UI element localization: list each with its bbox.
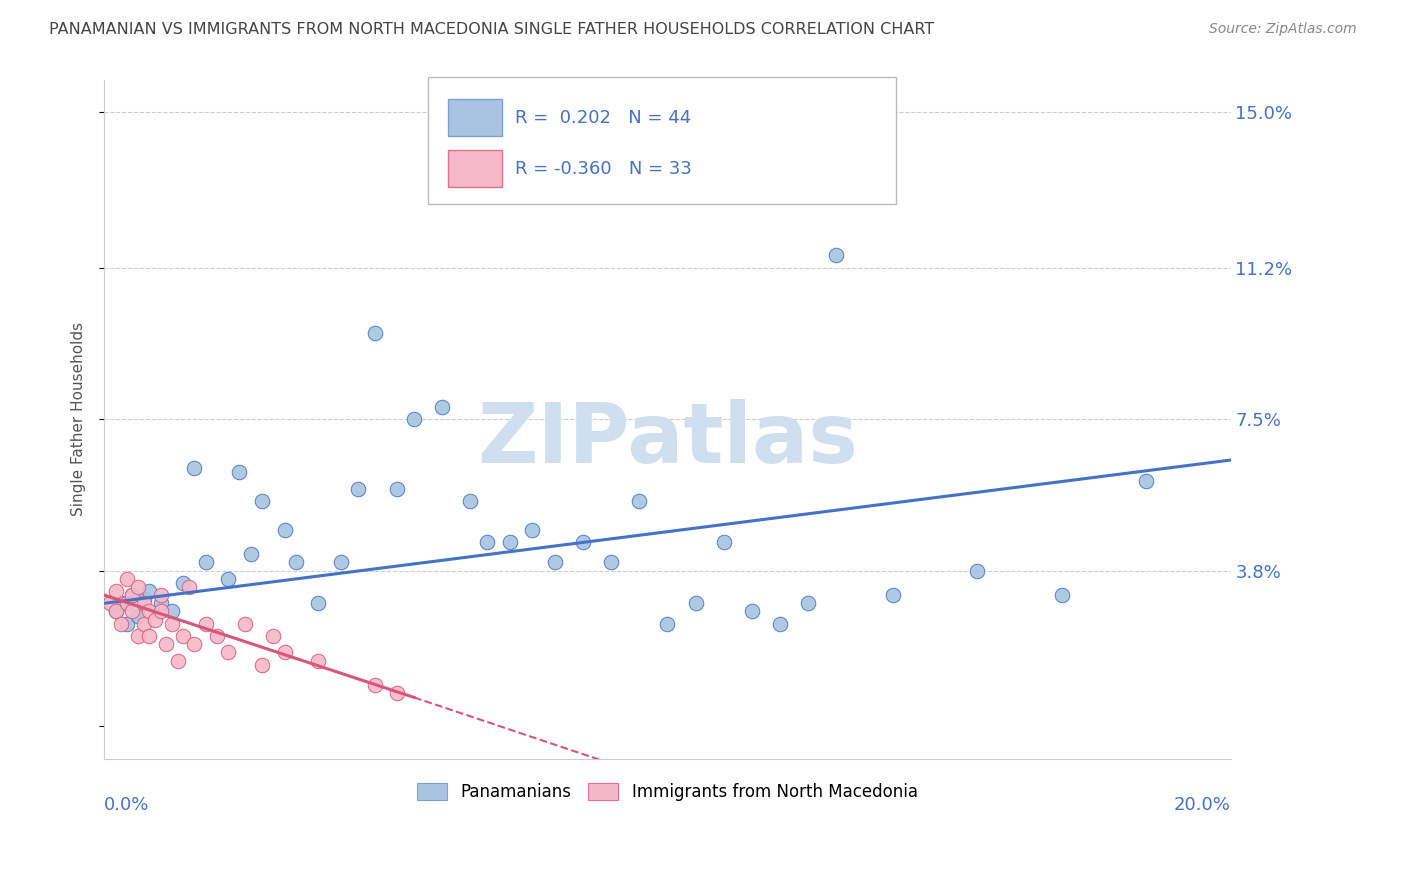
Point — [121, 588, 143, 602]
Point — [307, 596, 329, 610]
Point — [121, 588, 143, 602]
Point — [149, 588, 172, 602]
Point — [160, 605, 183, 619]
Text: ZIPatlas: ZIPatlas — [477, 399, 858, 480]
Legend: Panamanians, Immigrants from North Macedonia: Panamanians, Immigrants from North Maced… — [418, 783, 918, 801]
Point — [657, 616, 679, 631]
Point — [166, 654, 188, 668]
Point — [769, 616, 792, 631]
Point — [522, 523, 544, 537]
Text: 20.0%: 20.0% — [1174, 797, 1230, 814]
Point — [1050, 588, 1073, 602]
Point — [115, 616, 138, 631]
Point — [797, 596, 820, 610]
Point — [628, 494, 651, 508]
Point — [98, 596, 121, 610]
Text: PANAMANIAN VS IMMIGRANTS FROM NORTH MACEDONIA SINGLE FATHER HOUSEHOLDS CORRELATI: PANAMANIAN VS IMMIGRANTS FROM NORTH MACE… — [49, 22, 935, 37]
Point — [104, 605, 127, 619]
Point — [115, 572, 138, 586]
Point — [172, 575, 194, 590]
Point — [262, 629, 284, 643]
Point — [160, 616, 183, 631]
Point — [104, 605, 127, 619]
Point — [284, 555, 307, 569]
Point — [499, 535, 522, 549]
Text: R =  0.202   N = 44: R = 0.202 N = 44 — [516, 109, 692, 127]
Point — [544, 555, 567, 569]
Point — [825, 248, 848, 262]
Point — [713, 535, 735, 549]
Point — [104, 584, 127, 599]
FancyBboxPatch shape — [449, 99, 502, 136]
Point — [385, 482, 408, 496]
Point — [685, 596, 707, 610]
Point — [194, 555, 217, 569]
Point — [477, 535, 499, 549]
FancyBboxPatch shape — [449, 150, 502, 187]
Point — [110, 596, 132, 610]
Point — [273, 645, 295, 659]
Point — [329, 555, 352, 569]
Point — [600, 555, 623, 569]
Point — [132, 596, 155, 610]
Text: R = -0.360   N = 33: R = -0.360 N = 33 — [516, 160, 692, 178]
Point — [228, 466, 250, 480]
Point — [460, 494, 482, 508]
Point — [250, 494, 273, 508]
Point — [233, 616, 256, 631]
Text: 0.0%: 0.0% — [104, 797, 149, 814]
Point — [183, 637, 205, 651]
Point — [138, 584, 160, 599]
Point — [572, 535, 595, 549]
Point — [239, 547, 262, 561]
Point — [143, 613, 166, 627]
Point — [138, 605, 160, 619]
Point — [1135, 474, 1157, 488]
Point — [149, 605, 172, 619]
Point — [250, 657, 273, 672]
Point — [138, 629, 160, 643]
Point — [217, 645, 239, 659]
Point — [132, 592, 155, 607]
Point — [121, 605, 143, 619]
Point — [882, 588, 904, 602]
Point — [217, 572, 239, 586]
Point — [127, 629, 149, 643]
Point — [273, 523, 295, 537]
FancyBboxPatch shape — [427, 78, 896, 203]
Y-axis label: Single Father Households: Single Father Households — [72, 322, 86, 516]
Point — [385, 686, 408, 700]
Point — [115, 596, 138, 610]
Text: Source: ZipAtlas.com: Source: ZipAtlas.com — [1209, 22, 1357, 37]
Point — [363, 326, 385, 341]
Point — [149, 596, 172, 610]
Point — [402, 412, 425, 426]
Point — [430, 400, 453, 414]
Point — [741, 605, 763, 619]
Point — [183, 461, 205, 475]
Point — [127, 580, 149, 594]
Point — [110, 616, 132, 631]
Point — [155, 637, 177, 651]
Point — [363, 678, 385, 692]
Point — [194, 616, 217, 631]
Point — [172, 629, 194, 643]
Point — [307, 654, 329, 668]
Point — [132, 616, 155, 631]
Point — [966, 564, 988, 578]
Point — [205, 629, 228, 643]
Point — [346, 482, 368, 496]
Point — [127, 608, 149, 623]
Point — [177, 580, 200, 594]
